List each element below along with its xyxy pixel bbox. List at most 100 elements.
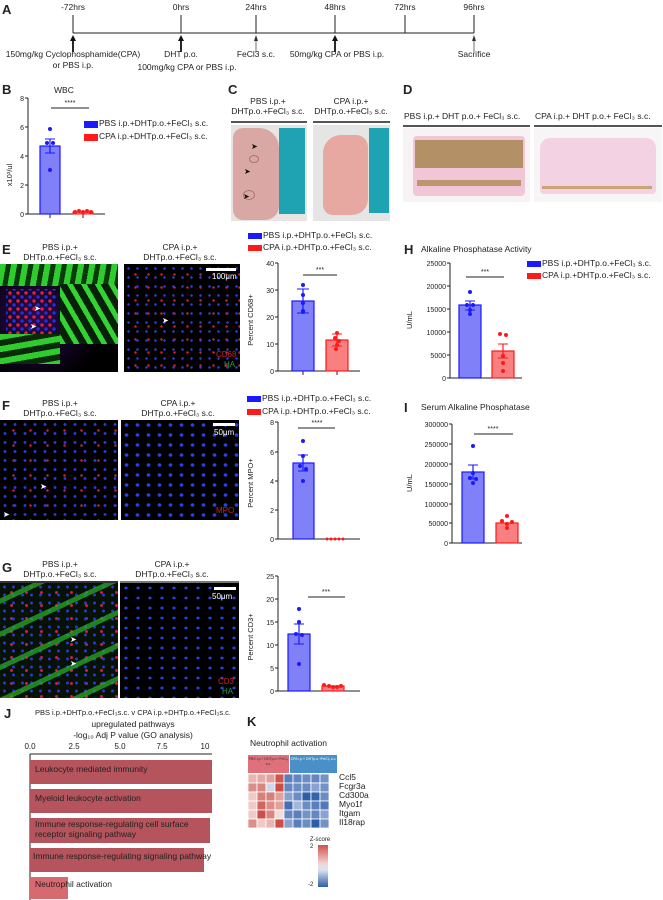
event-label: 50mg/kg CPA or PBS i.p. <box>289 49 385 59</box>
image-title: PBS i.p.+ <box>42 398 78 408</box>
image-title: CPA i.p.+ <box>160 398 196 408</box>
svg-text:2.5: 2.5 <box>68 742 80 751</box>
svg-text:0: 0 <box>444 541 448 548</box>
scale-bar-label: 100μm <box>212 272 237 281</box>
image-title: DHTp.o.+FeCl₃ s.c. <box>23 408 97 418</box>
svg-text:200000: 200000 <box>425 462 448 469</box>
gene-label: Fcgr3a <box>339 781 366 791</box>
svg-text:5: 5 <box>270 666 274 673</box>
go-term-label: Leukocyte mediated immunity <box>35 764 148 774</box>
stain-label: CD68 <box>216 350 237 359</box>
serum-alp-bar-chart: 300000 250000 200000 150000 100000 50000 0 U/m… <box>405 422 522 548</box>
timeline-axis <box>70 15 476 52</box>
svg-text:***: *** <box>322 589 330 596</box>
go-term-label: Myeloid leukocyte activation <box>35 793 141 803</box>
photo-title: DHTp.o.+FeCl₃ s.c. <box>314 106 388 116</box>
go-term-label: Neutrophil activation <box>35 879 113 889</box>
panel-label-f: F <box>2 398 10 413</box>
arrowhead-icon: ➤ <box>162 316 169 325</box>
panel-label-j: J <box>4 706 12 721</box>
heatmap-title: Neutrophil activation <box>250 738 328 748</box>
tissue-photo-pbs: ➤ ➤ ➤ <box>231 125 307 221</box>
arrowhead-icon: ➤ <box>243 192 250 201</box>
image-title: CPA i.p.+ <box>154 559 190 569</box>
timepoint-label: 48hrs <box>324 2 346 12</box>
svg-text:Percent MPO+: Percent MPO+ <box>246 458 255 508</box>
tissue-photo-cpa <box>313 125 390 221</box>
event-label: FeCl3 s.c. <box>236 49 276 59</box>
svg-text:2: 2 <box>20 183 24 190</box>
svg-text:300000: 300000 <box>425 422 448 429</box>
fluorescence-image-pbs-cd68: ➤ ➤ <box>0 264 118 372</box>
svg-text:0: 0 <box>270 537 274 543</box>
svg-text:****: **** <box>488 426 499 433</box>
fluorescence-image-cpa-cd68: ➤ <box>124 264 240 372</box>
image-title: DHTp.o.+FeCl₃ s.c. <box>23 569 97 579</box>
legend-pbs-swatch <box>527 261 541 267</box>
arrowhead-icon: ➤ <box>34 304 41 313</box>
event-label: 150mg/kg Cyclophosphamide(CPA) <box>5 49 141 59</box>
svg-text:****: **** <box>65 100 76 107</box>
panel-label-a: A <box>2 2 12 17</box>
stain-label: CD3 <box>218 677 235 686</box>
svg-text:7.5: 7.5 <box>156 742 168 751</box>
legend-cpa-swatch <box>248 245 262 251</box>
legend-cpa-label: CPA i.p.+DHTp.o.+FeCl₃ s.c. <box>262 406 371 416</box>
svg-text:0: 0 <box>270 369 274 376</box>
mpo-bar-chart: 8 6 4 2 0 Percent MPO+ **** <box>246 420 360 543</box>
histology-title: CPA i.p.+ DHT p.o.+ FeCl₃ s.c. <box>535 111 651 121</box>
svg-text:0: 0 <box>442 376 446 383</box>
event-label: or PBS i.p. <box>52 60 94 70</box>
panel-label-d: D <box>403 82 413 97</box>
image-title: DHTp.o.+FeCl₃ s.c. <box>141 408 215 418</box>
legend-pbs-label: PBS i.p.+DHTp.o.+FeCl₃ s.c. <box>99 118 209 128</box>
gene-label: Ccl5 <box>339 772 357 782</box>
stain-label: MPO <box>216 506 235 515</box>
svg-text:10: 10 <box>266 643 274 650</box>
legend-pbs-swatch <box>248 233 262 239</box>
histology-cpa <box>534 128 662 202</box>
gene-label: Il18rap <box>339 817 365 827</box>
chart-title: WBC <box>54 85 74 95</box>
svg-text:150000: 150000 <box>425 482 448 489</box>
legend-pbs-label: PBS i.p.+DHTp.o.+FeCl₃ s.c. <box>262 393 372 403</box>
svg-text:8: 8 <box>20 96 24 103</box>
timepoint-label: 72hrs <box>394 2 416 12</box>
heatmap-group-cpa: CPA i.p.+ DHTp.o.+FeCl₃ s.c. <box>290 755 337 773</box>
panel-label-k: K <box>247 714 257 729</box>
go-term-label: Immune response-regulating cell surface … <box>35 819 189 839</box>
panel-label-g: G <box>2 560 13 575</box>
image-title: DHTp.o.+FeCl₃ s.c. <box>143 252 217 262</box>
svg-text:50000: 50000 <box>429 521 449 528</box>
go-title: PBS i.p.+DHTp.o.+FeCl₃s.c. v CPA i.p.+DH… <box>34 708 232 717</box>
svg-text:20000: 20000 <box>427 284 447 291</box>
legend-cpa-label: CPA i.p.+DHTp.o.+FeCl₃ s.c. <box>542 270 651 280</box>
timepoint-label: -72hrs <box>60 2 86 12</box>
event-label: DHT p.o. <box>164 49 198 59</box>
cd3-bar-chart: 25 20 15 10 5 0 Percent CD3+ *** <box>246 574 360 696</box>
svg-text:4: 4 <box>270 479 274 486</box>
gene-label: Cd300a <box>339 790 369 800</box>
svg-text:5.0: 5.0 <box>114 742 126 751</box>
scale-bar <box>214 587 236 590</box>
svg-text:Percent CD68+: Percent CD68+ <box>246 294 255 346</box>
fluorescence-image-pbs-cd3: ➤ ➤ <box>0 583 118 698</box>
svg-text:25000: 25000 <box>427 261 447 268</box>
legend-pbs-swatch <box>247 396 261 402</box>
image-title: CPA i.p.+ <box>162 242 198 252</box>
svg-text:40: 40 <box>266 261 274 268</box>
svg-text:****: **** <box>312 420 323 427</box>
go-term-label: Immune response-regulating signaling pat… <box>33 851 212 861</box>
event-label: Sacrifice <box>457 49 491 59</box>
histology-pbs <box>403 128 530 202</box>
svg-text:10: 10 <box>266 342 274 349</box>
legend-cpa-swatch <box>527 273 541 279</box>
svg-text:25: 25 <box>266 574 274 581</box>
arrowhead-icon: ➤ <box>70 635 77 644</box>
go-title: upregulated pathways <box>91 719 175 729</box>
timepoint-label: 0hrs <box>172 2 190 12</box>
event-label: 100mg/kg CPA or PBS i.p. <box>137 62 237 72</box>
neutrophil-heatmap <box>248 774 330 829</box>
panel-label-b: B <box>2 82 12 97</box>
zscore-colorbar <box>318 845 328 887</box>
